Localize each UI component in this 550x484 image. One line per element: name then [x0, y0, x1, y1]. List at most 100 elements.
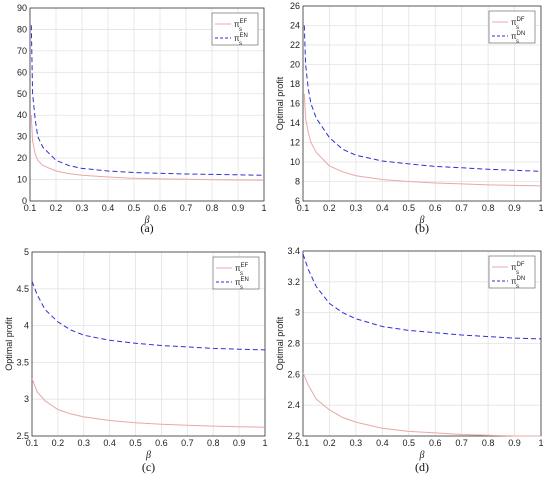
x-tick-label: 0.2: [52, 438, 65, 448]
y-tick-label: 3: [24, 394, 29, 404]
x-axis-label: β: [419, 215, 425, 226]
x-tick-label: 0.9: [233, 438, 246, 448]
y-axis-label: Optimal profit: [4, 317, 14, 371]
legend-symbol: π: [235, 278, 241, 287]
y-axis-label: Optimal profit: [275, 316, 285, 370]
y-tick-label: 24: [290, 21, 300, 31]
legend-entry: πEF s: [235, 263, 249, 277]
series-line-en: [30, 25, 265, 176]
legend-entry: πEN s: [234, 33, 248, 47]
chart-panel-c: 0.1 0.2 0.3 0.4 0.5 0.6 0.7 0.8 0.9 1 2.5 3 3.5 4 4.5 5…: [4, 247, 268, 474]
series-line-df: [302, 372, 541, 437]
x-tick-label: 0.7: [180, 203, 193, 213]
y-tick-label: 0: [22, 196, 27, 206]
series-line-ef: [30, 115, 265, 181]
axes-frame: [29, 7, 265, 202]
y-tick-label: 3.5: [16, 357, 29, 367]
x-tick-label: 0.3: [350, 203, 363, 213]
chart-panel-d: 0.1 0.2 0.3 0.4 0.5 0.6 0.7 0.8 0.9 1 2.2 2.4 2.6 2.8…: [275, 246, 544, 474]
y-tick-label: 20: [17, 153, 27, 163]
x-tick-label: 0.8: [482, 438, 495, 448]
y-tick-label: 80: [17, 24, 27, 34]
series-line-en: [31, 281, 266, 351]
legend-superscript: DF: [517, 17, 525, 23]
y-tick-label: 6: [295, 196, 300, 206]
legend-subscript: s: [239, 27, 242, 33]
y-tick-label: 4: [24, 321, 29, 331]
y-tick-label: 4.5: [16, 284, 29, 294]
y-tick-label: 14: [290, 118, 300, 128]
y-tick-label: 3.4: [287, 246, 300, 256]
legend-subscript: s: [516, 284, 519, 290]
x-tick-label: 0.9: [508, 438, 521, 448]
legend-superscript: EF: [240, 19, 248, 25]
legend-box: [488, 10, 536, 44]
legend-superscript: DF: [517, 262, 525, 268]
legend-entry: πDF s: [511, 17, 525, 31]
legend-symbol: π: [234, 20, 240, 29]
y-tick-label: 2.6: [287, 369, 300, 379]
x-tick-label: 0.8: [206, 203, 219, 213]
legend-subscript: s: [239, 41, 242, 47]
x-tick-label: 0.3: [350, 438, 363, 448]
y-tick-label: 10: [17, 175, 27, 185]
legend-subscript: s: [240, 271, 243, 277]
y-tick-label: 40: [17, 110, 27, 120]
y-tick-label: 2.5: [16, 431, 29, 441]
y-tick-label: 8: [295, 177, 300, 187]
y-tick-label: 26: [290, 1, 300, 11]
x-tick-label: 0.5: [128, 203, 141, 213]
legend-symbol: π: [511, 18, 517, 27]
x-tick-label: 0.5: [129, 438, 142, 448]
x-tick-label: 0.9: [232, 203, 245, 213]
x-axis-label: β: [145, 450, 151, 461]
legend-symbol: π: [511, 277, 517, 286]
x-tick-label: 0.6: [155, 438, 168, 448]
axes-frame: [302, 250, 542, 437]
panel-caption: (c): [142, 460, 155, 474]
legend-box: [211, 12, 259, 46]
legend-symbol: π: [234, 34, 240, 43]
legend-symbol: π: [511, 263, 517, 272]
y-tick-label: 2.4: [287, 400, 300, 410]
y-tick-label: 18: [290, 79, 300, 89]
panel-caption: (a): [140, 221, 153, 235]
x-tick-label: 0.8: [207, 438, 220, 448]
axes-frame: [302, 5, 542, 202]
x-tick-label: 0.2: [323, 438, 336, 448]
x-tick-label: 0.4: [103, 438, 116, 448]
y-tick-label: 50: [17, 89, 27, 99]
series-line-dn: [302, 253, 542, 340]
legend-entry: πDN s: [511, 276, 525, 290]
y-tick-label: 2.2: [287, 431, 300, 441]
x-tick-label: 1: [262, 438, 267, 448]
legend-superscript: EF: [241, 263, 249, 269]
x-tick-label: 0.5: [403, 438, 416, 448]
y-tick-label: 10: [290, 157, 300, 167]
x-tick-label: 0.4: [102, 203, 115, 213]
legend-entry: πDN s: [511, 31, 525, 45]
x-axis-label: β: [419, 450, 425, 461]
x-tick-label: 0.5: [403, 203, 416, 213]
x-tick-label: 0.6: [429, 438, 442, 448]
y-tick-label: 3: [295, 308, 300, 318]
x-tick-label: 0.1: [297, 203, 310, 213]
x-tick-label: 0.4: [376, 438, 389, 448]
x-tick-label: 0.7: [181, 438, 194, 448]
panel-caption: (b): [415, 221, 429, 235]
legend-box: [488, 255, 536, 289]
y-tick-label: 30: [17, 132, 27, 142]
y-tick-label: 60: [17, 67, 27, 77]
y-tick-label: 16: [290, 99, 300, 109]
y-tick-label: 12: [290, 138, 300, 148]
y-tick-label: 2.8: [287, 339, 300, 349]
legend-subscript: s: [516, 39, 519, 45]
x-tick-label: 0.8: [482, 203, 495, 213]
x-tick-label: 0.9: [508, 203, 521, 213]
legend-entry: πEF s: [234, 19, 248, 33]
x-axis-label: β: [144, 215, 150, 226]
